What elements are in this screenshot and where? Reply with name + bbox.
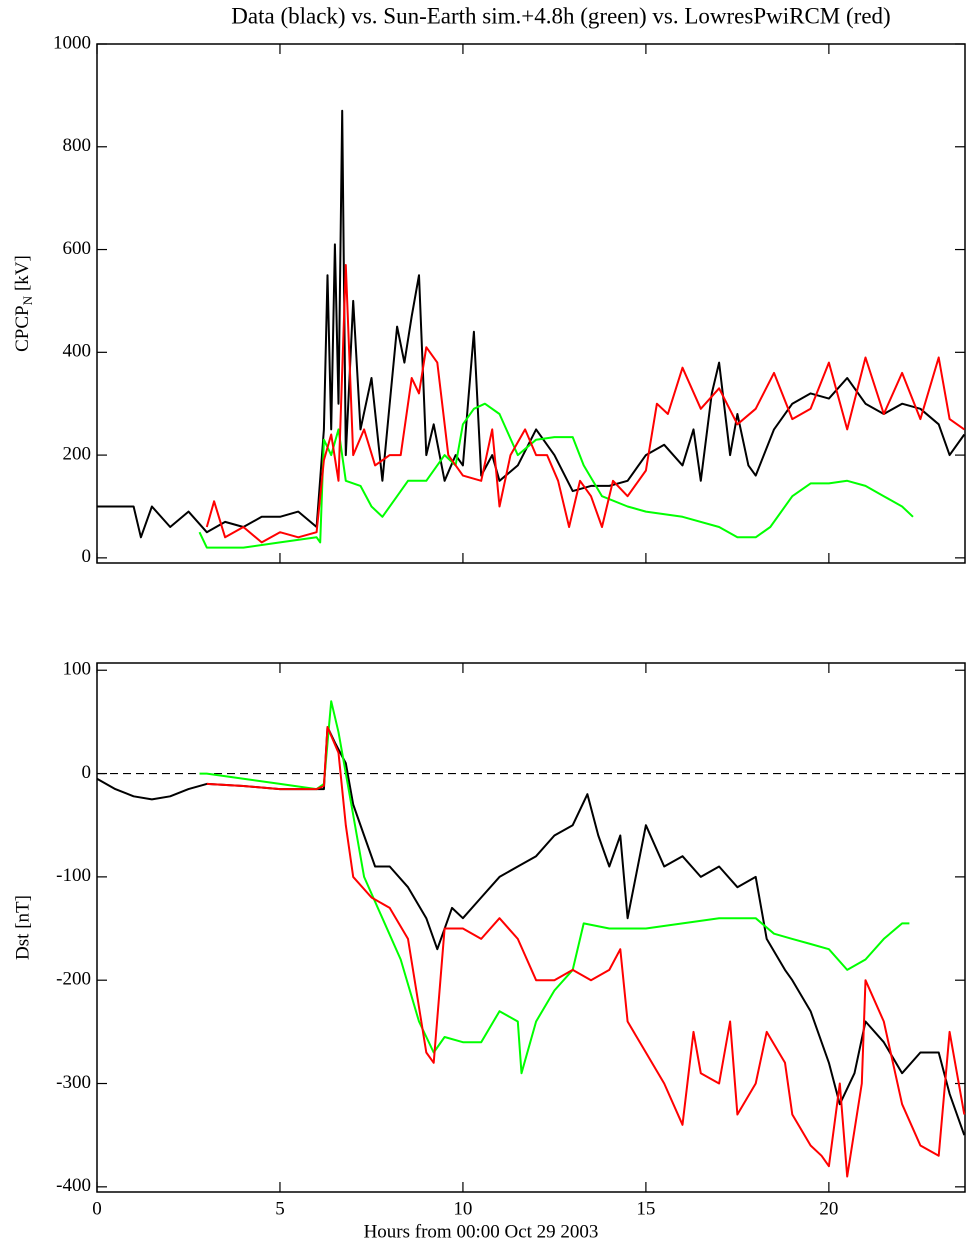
y-tick-label: 1000 [53,32,91,53]
series-line [199,700,910,1075]
x-tick-label: 20 [819,1198,838,1219]
y-tick-label: 800 [63,135,92,156]
chart-title: Data (black) vs. Sun-Earth sim.+4.8h (gr… [231,3,890,28]
series-line [198,402,914,549]
y-label-part: CPCP [12,305,33,351]
y-tick-label: 600 [63,238,92,259]
series-line [205,264,965,544]
y-axis-label: Dst [nT] [12,895,33,960]
y-label-part: [kV] [12,255,33,291]
series-line [96,726,966,1136]
y-tick-label: 0 [82,762,92,783]
x-tick-label: 0 [92,1198,102,1219]
plot-frame [96,662,966,1193]
series-line [206,726,966,1178]
y-tick-label: 100 [63,659,92,680]
y-tick-label: -200 [56,969,91,990]
x-axis-label: Hours from 00:00 Oct 29 2003 [364,1221,599,1242]
y-tick-label: -100 [56,865,91,886]
plot-frame [96,43,966,564]
series-line [97,109,966,539]
y-tick-label: -300 [56,1072,91,1093]
y-tick-label: 0 [82,546,92,567]
y-tick-label: -400 [56,1175,91,1196]
x-tick-label: 15 [636,1198,655,1219]
x-tick-label: 5 [275,1198,285,1219]
x-tick-label: 10 [453,1198,472,1219]
y-tick-label: 400 [63,341,92,362]
y-label-subscript: N [20,295,35,305]
y-tick-label: 200 [63,443,92,464]
y-axis-label: CPCPN [kV] [12,255,35,352]
